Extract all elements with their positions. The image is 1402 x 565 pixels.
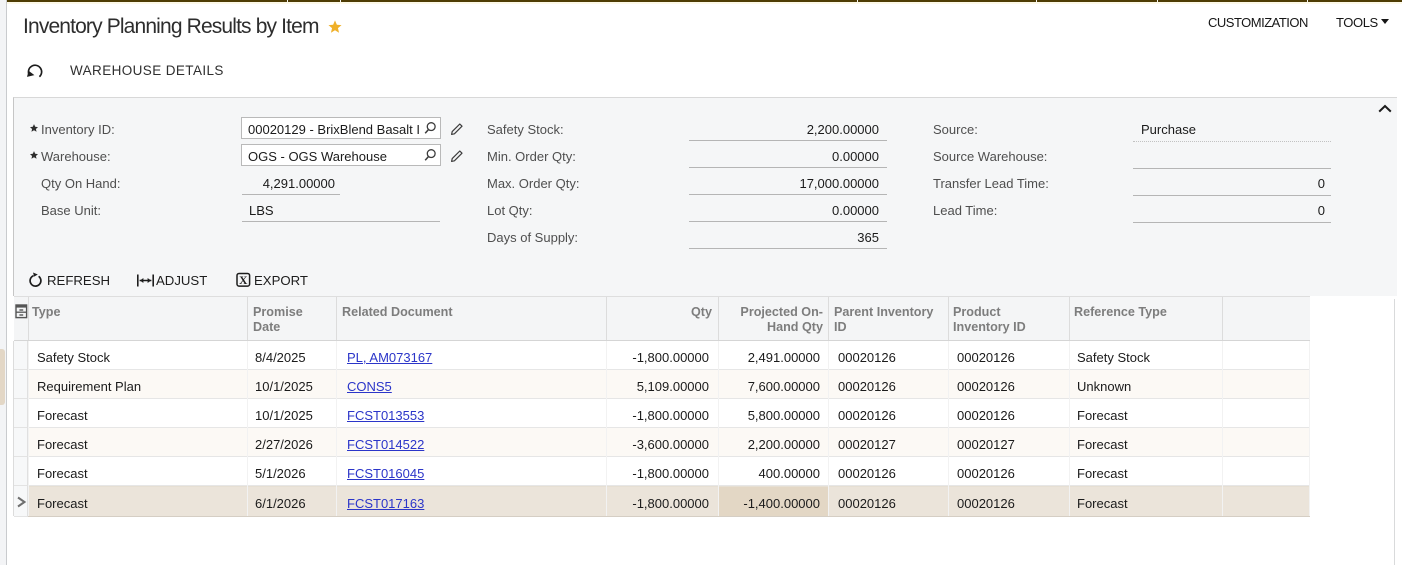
svg-text:X: X xyxy=(239,275,248,287)
